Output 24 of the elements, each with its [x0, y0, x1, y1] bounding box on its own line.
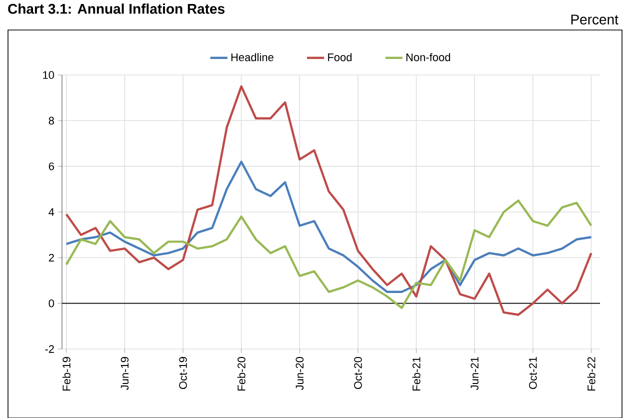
x-tick-label: Oct-20: [354, 356, 362, 389]
x-tick-label: Feb-20: [237, 356, 246, 390]
y-tick-label: 2: [48, 254, 54, 262]
y-tick-label: 4: [48, 208, 54, 216]
x-tick-label: Jun-21: [470, 356, 479, 390]
x-tick-label: Jun-20: [296, 356, 304, 390]
x-tick-label: Feb-22: [587, 356, 596, 390]
line-series: [65, 199, 592, 309]
line-series: [65, 85, 592, 316]
y-tick-label: 10: [43, 70, 54, 79]
y-tick-label: 8: [48, 116, 54, 124]
x-tick-label: Oct-19: [179, 356, 187, 389]
chart-title: Chart 3.1: Annual Inflation Rates: [8, 3, 224, 14]
y-tick-label: -2: [45, 344, 54, 353]
y-axis-title: Percent: [571, 14, 618, 24]
y-tick-label: 6: [48, 162, 54, 170]
x-tick-label: Oct-21: [529, 356, 537, 389]
x-tick-label: Feb-21: [412, 356, 420, 390]
x-tick-label: Feb-19: [62, 356, 70, 390]
legend-label: Non-food: [406, 52, 450, 61]
legend-label: Food: [328, 52, 352, 61]
y-tick-label: 0: [48, 299, 54, 308]
x-tick-label: Jun-19: [120, 356, 129, 390]
legend-label: Headline: [231, 52, 274, 61]
